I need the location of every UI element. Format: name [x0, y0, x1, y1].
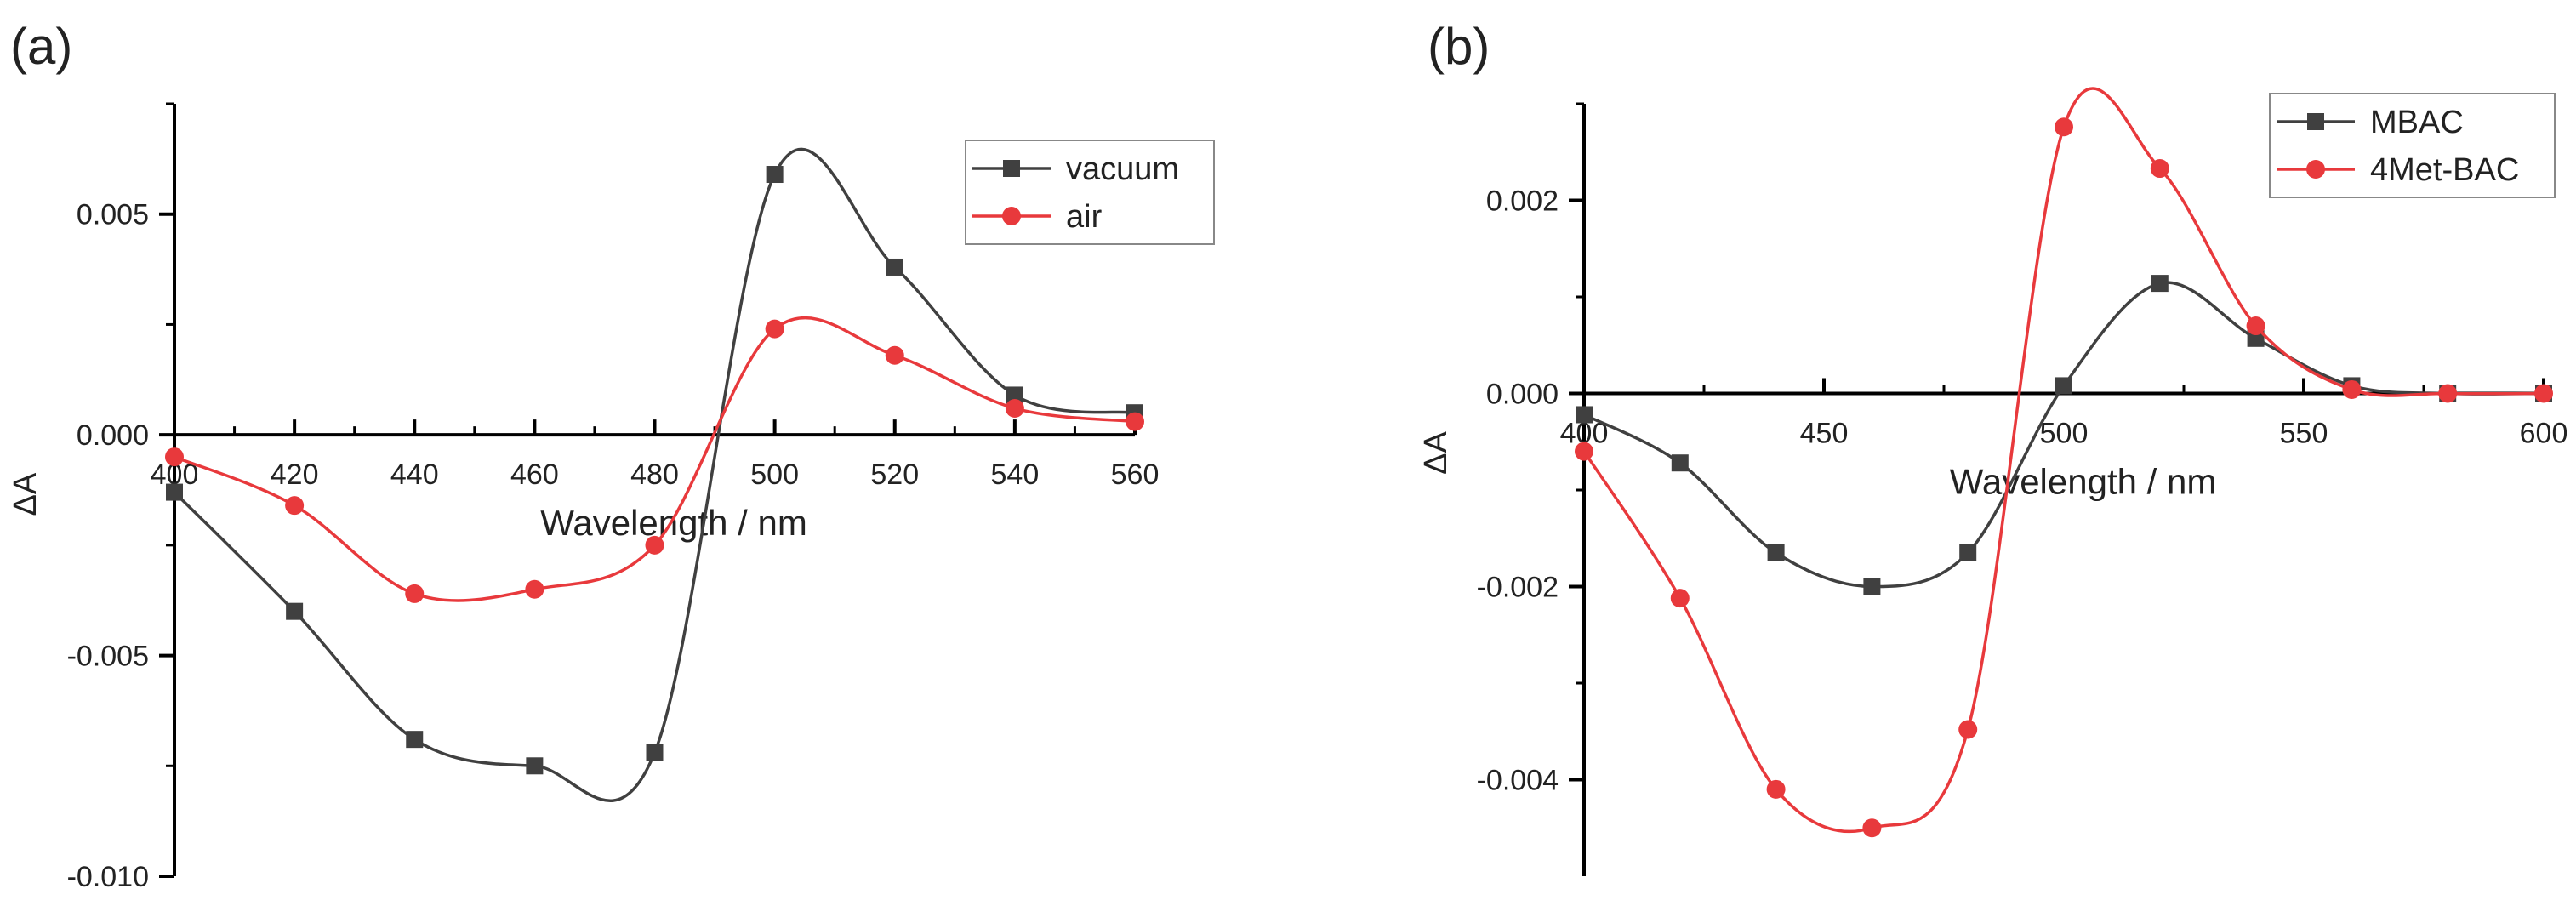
x-tick-label: 440: [390, 459, 439, 491]
data-point: [1767, 544, 1785, 561]
legend-marker: [1002, 207, 1021, 225]
data-point: [406, 731, 424, 749]
data-point: [1005, 399, 1024, 419]
data-point: [1670, 589, 1690, 608]
panel-b: (b) 400 450 500 550 600-0.004-0.0020.0000.00…: [1418, 18, 2567, 876]
panel-label: (a): [10, 18, 72, 75]
data-point: [2055, 377, 2072, 395]
legend-label: MBAC: [2370, 105, 2464, 140]
data-point: [1766, 779, 1786, 799]
x-tick-label: 550: [2280, 418, 2328, 450]
series-line-air: [174, 316, 1136, 602]
legend-label: air: [1066, 199, 1103, 235]
data-point: [526, 757, 544, 775]
series-line-4met-bac: [1582, 87, 2545, 834]
data-point: [1126, 412, 1144, 431]
data-point: [765, 319, 784, 339]
panel-a: (a) 400 420 440 460 480 500 520 540 560-0.010-0.…: [8, 18, 1215, 893]
x-tick-label: 480: [630, 459, 679, 491]
legend-label: vacuum: [1066, 151, 1179, 187]
y-axis-title: ΔA: [8, 472, 43, 516]
data-point: [1862, 818, 1882, 838]
x-tick-label: 600: [2520, 418, 2568, 450]
legend-marker: [2307, 113, 2324, 130]
y-tick-label: -0.005: [67, 641, 149, 673]
legend-box: [2269, 93, 2556, 198]
y-tick-label: 0.000: [1486, 379, 1559, 411]
y-tick-label: -0.002: [1477, 572, 1559, 604]
x-tick-label: 540: [991, 459, 1040, 491]
data-point: [525, 579, 544, 599]
legend-label: 4Met-BAC: [2370, 152, 2519, 188]
data-point: [1959, 544, 1977, 561]
panel-label: (b): [1428, 18, 1490, 75]
data-point: [1575, 442, 1593, 461]
data-point: [405, 584, 425, 603]
data-point: [2246, 316, 2265, 336]
data-point: [766, 166, 784, 184]
data-point: [2150, 159, 2169, 179]
data-point: [285, 496, 305, 516]
x-tick-label: 460: [510, 459, 559, 491]
data-point: [2438, 384, 2458, 403]
legend-marker: [1003, 160, 1020, 177]
data-point: [1576, 406, 1593, 424]
data-point: [885, 345, 904, 365]
data-point: [165, 447, 184, 467]
y-tick-label: -0.004: [1477, 765, 1559, 797]
x-axis-title: Wavelength / nm: [540, 503, 807, 543]
x-tick-label: 450: [1800, 418, 1849, 450]
data-point: [1671, 454, 1689, 472]
data-point: [286, 602, 304, 620]
series-line-vacuum: [173, 147, 1136, 802]
data-point: [886, 258, 903, 276]
data-point: [646, 744, 664, 761]
y-tick-label: 0.000: [77, 419, 149, 452]
x-tick-label: 520: [870, 459, 919, 491]
y-tick-label: 0.005: [77, 199, 149, 231]
data-point: [1863, 578, 1881, 595]
y-tick-label: 0.002: [1486, 185, 1559, 218]
x-tick-label: 560: [1111, 459, 1160, 491]
legend-box: [965, 140, 1215, 245]
x-tick-label: 500: [2040, 418, 2089, 450]
y-tick-label: -0.010: [67, 861, 149, 893]
x-tick-label: 500: [750, 459, 799, 491]
x-axis-title: Wavelength / nm: [1950, 462, 2217, 502]
data-point: [2055, 117, 2073, 137]
data-point: [2151, 275, 2169, 293]
legend-marker: [2306, 160, 2325, 179]
data-point: [166, 483, 183, 501]
data-point: [645, 535, 664, 555]
x-tick-label: 420: [271, 459, 319, 491]
y-axis-title: ΔA: [1418, 430, 1454, 474]
data-point: [1006, 386, 1023, 404]
data-point: [2534, 384, 2553, 403]
data-point: [2342, 379, 2362, 399]
data-point: [1958, 720, 1978, 739]
